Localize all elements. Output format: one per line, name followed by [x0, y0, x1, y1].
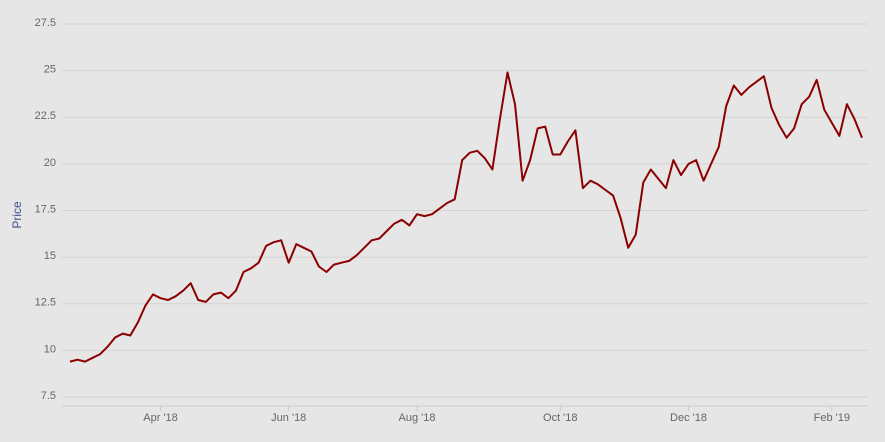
y-tick-label: 22.5 — [35, 110, 56, 122]
y-tick-label: 12.5 — [35, 297, 56, 309]
x-tick-label: Jun '18 — [271, 412, 306, 424]
y-tick-label: 15 — [44, 250, 56, 262]
x-tick-label: Oct '18 — [543, 412, 578, 424]
y-tick-label: 25 — [44, 64, 56, 76]
y-tick-label: 27.5 — [35, 17, 56, 29]
y-tick-label: 20 — [44, 157, 56, 169]
x-tick-label: Aug '18 — [398, 412, 435, 424]
y-tick-label: 7.5 — [41, 390, 56, 402]
x-tick-label: Feb '19 — [814, 412, 850, 424]
y-tick-label: 17.5 — [35, 203, 56, 215]
y-axis-label: Price — [10, 201, 24, 229]
x-tick-label: Dec '18 — [670, 412, 707, 424]
x-tick-label: Apr '18 — [143, 412, 178, 424]
y-tick-label: 10 — [44, 343, 56, 355]
price-line — [69, 71, 863, 363]
